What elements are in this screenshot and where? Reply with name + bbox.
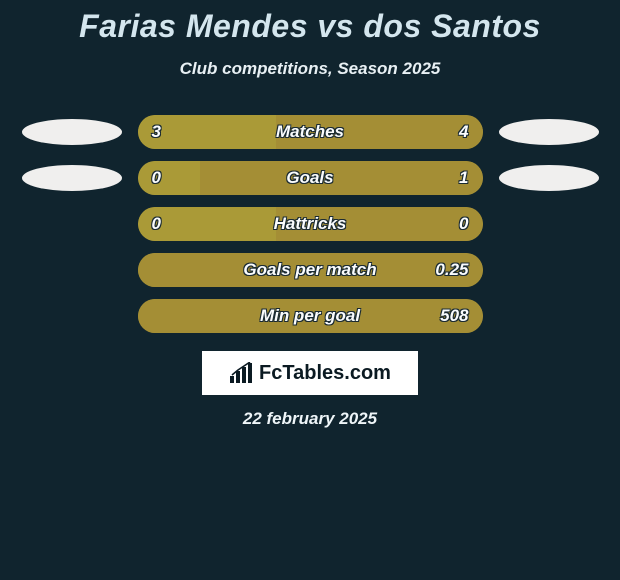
stat-bar: 0 Hattricks 0 xyxy=(138,207,483,241)
stat-value-right: 4 xyxy=(459,122,468,142)
stat-row: 0 Hattricks 0 xyxy=(0,207,620,241)
stat-bar: Goals per match 0.25 xyxy=(138,253,483,287)
stat-label: Matches xyxy=(276,122,344,142)
brand-inner: FcTables.com xyxy=(229,362,391,385)
stat-bar-fill-left xyxy=(138,161,200,195)
stat-row: Goals per match 0.25 xyxy=(0,253,620,287)
stat-row: 0 Goals 1 xyxy=(0,161,620,195)
stat-bar: Min per goal 508 xyxy=(138,299,483,333)
stat-value-right: 0.25 xyxy=(435,260,468,280)
stat-label: Goals per match xyxy=(243,260,376,280)
stat-label: Min per goal xyxy=(260,306,360,326)
subtitle: Club competitions, Season 2025 xyxy=(0,59,620,79)
stat-label: Goals xyxy=(286,168,333,188)
brand-chart-icon xyxy=(229,362,255,384)
player-right-ellipse xyxy=(499,119,599,145)
brand-box: FcTables.com xyxy=(202,351,418,395)
date-line: 22 february 2025 xyxy=(0,409,620,429)
brand-text: FcTables.com xyxy=(259,362,391,385)
stat-value-left: 3 xyxy=(152,122,161,142)
stat-bar: 3 Matches 4 xyxy=(138,115,483,149)
player-left-ellipse xyxy=(22,119,122,145)
player-right-ellipse xyxy=(499,165,599,191)
stat-value-left: 0 xyxy=(152,214,161,234)
stat-rows-container: 3 Matches 4 0 Goals 1 0 Hattricks 0 Goals per mat… xyxy=(0,115,620,333)
stat-row: 3 Matches 4 xyxy=(0,115,620,149)
comparison-card: Farias Mendes vs dos Santos Club competi… xyxy=(0,0,620,429)
player-left-ellipse xyxy=(22,165,122,191)
stat-row: Min per goal 508 xyxy=(0,299,620,333)
stat-bar: 0 Goals 1 xyxy=(138,161,483,195)
stat-bar-fill-right xyxy=(200,161,483,195)
page-title: Farias Mendes vs dos Santos xyxy=(0,8,620,45)
stat-value-right: 1 xyxy=(459,168,468,188)
stat-label: Hattricks xyxy=(274,214,347,234)
stat-value-left: 0 xyxy=(152,168,161,188)
stat-value-right: 0 xyxy=(459,214,468,234)
stat-value-right: 508 xyxy=(440,306,468,326)
